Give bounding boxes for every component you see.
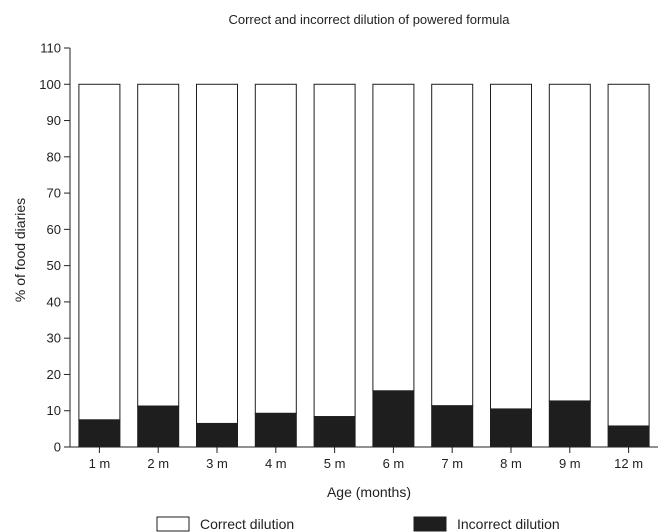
x-axis-title: Age (months) (327, 484, 411, 500)
bar-incorrect-dilution (490, 408, 532, 448)
x-tick-label: 5 m (324, 456, 346, 471)
bar-correct-dilution (78, 83, 121, 421)
bar-incorrect-dilution (137, 405, 180, 448)
bar-correct-dilution (137, 83, 180, 407)
bar-incorrect-dilution (196, 422, 238, 448)
x-tick-label: 6 m (383, 456, 405, 471)
x-axis: 1 m 2 m 3 m 4 m 5 m 6 m 7 m 8 m 9 m 12 m (70, 446, 658, 471)
bar-correct-dilution (607, 83, 650, 427)
y-axis: 0 10 20 30 40 50 60 70 80 90 100 110 (39, 41, 71, 455)
chart-title: Correct and incorrect dilution of powere… (228, 12, 510, 27)
y-tick-label: 40 (47, 294, 61, 309)
y-tick-label: 50 (47, 258, 61, 273)
y-tick-label: 0 (54, 440, 61, 455)
bar-incorrect-dilution (607, 425, 650, 448)
y-tick-label: 90 (47, 113, 61, 128)
y-tick-label: 100 (39, 77, 61, 92)
bar-correct-dilution (313, 83, 356, 418)
bars-group (78, 83, 650, 448)
y-tick-label: 60 (47, 222, 61, 237)
x-tick-label: 4 m (265, 456, 287, 471)
bar-incorrect-dilution (548, 400, 591, 448)
bar-incorrect-dilution (254, 412, 297, 448)
bar-incorrect-dilution (313, 416, 356, 448)
y-tick-label: 10 (47, 403, 61, 418)
x-tick-label: 12 m (614, 456, 643, 471)
bar-correct-dilution (431, 83, 474, 407)
legend-swatch-incorrect-dilution (413, 516, 447, 532)
y-axis-title: % of food diaries (12, 198, 28, 302)
x-tick-label: 9 m (559, 456, 581, 471)
bar-incorrect-dilution (78, 419, 121, 448)
x-tick-label: 1 m (89, 456, 111, 471)
y-tick-label: 30 (47, 331, 61, 346)
bar-incorrect-dilution (372, 390, 415, 448)
y-tick-label: 80 (47, 149, 61, 164)
bar-correct-dilution (372, 83, 415, 392)
bar-correct-dilution (254, 83, 297, 414)
x-tick-label: 3 m (206, 456, 228, 471)
legend: Correct dilution Incorrect dilution (156, 516, 560, 532)
legend-label-incorrect-dilution: Incorrect dilution (457, 516, 560, 532)
bar-incorrect-dilution (431, 405, 474, 448)
legend-label-correct-dilution: Correct dilution (200, 516, 294, 532)
legend-swatch-correct-dilution (156, 516, 190, 532)
bar-correct-dilution (196, 83, 238, 424)
bar-correct-dilution (490, 83, 532, 410)
x-tick-label: 8 m (500, 456, 522, 471)
y-tick-label: 70 (47, 186, 61, 201)
y-tick-label: 20 (47, 367, 61, 382)
x-tick-label: 2 m (147, 456, 169, 471)
x-tick-label: 7 m (441, 456, 463, 471)
bar-correct-dilution (548, 83, 591, 402)
y-tick-label: 110 (40, 41, 61, 56)
